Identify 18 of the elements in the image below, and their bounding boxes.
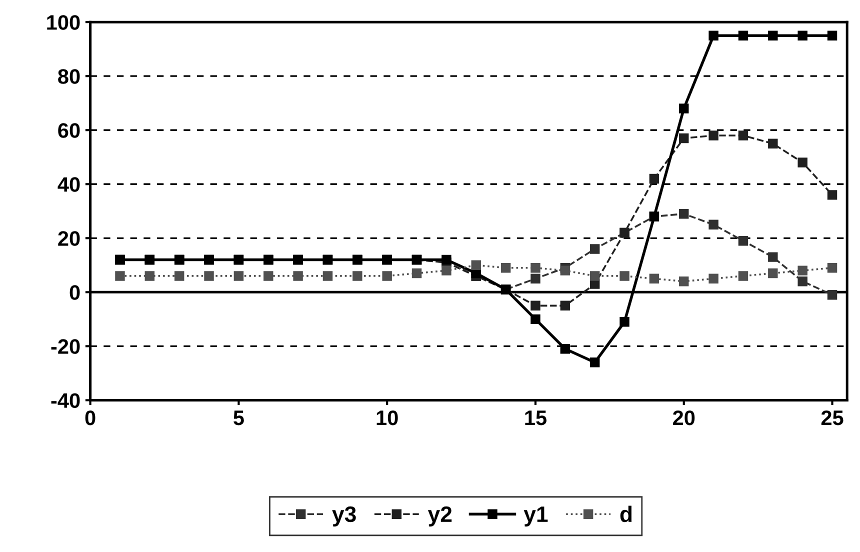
x-tick-label: 25 <box>821 410 844 426</box>
legend-label: y3 <box>332 506 356 526</box>
legend-label: d <box>620 506 632 522</box>
x-tick-label: 20 <box>673 410 695 426</box>
legend-label: y1 <box>524 506 548 526</box>
y-tick-label: 80 <box>58 69 80 84</box>
y-tick-label: 20 <box>58 231 80 246</box>
x-tick-label: 15 <box>525 410 546 426</box>
x-tick-label: 0 <box>85 410 96 426</box>
y-tick-label: 60 <box>58 123 80 138</box>
legend-label: y2 <box>428 506 452 526</box>
x-tick-label: 5 <box>234 410 244 426</box>
y-tick-label: 40 <box>58 177 80 192</box>
y-tick-label: 100 <box>47 15 80 30</box>
y-tick-label: -40 <box>51 393 80 408</box>
y-tick-label: -20 <box>51 339 80 354</box>
y-tick-label: 0 <box>70 285 80 300</box>
x-tick-label: 10 <box>376 410 398 426</box>
